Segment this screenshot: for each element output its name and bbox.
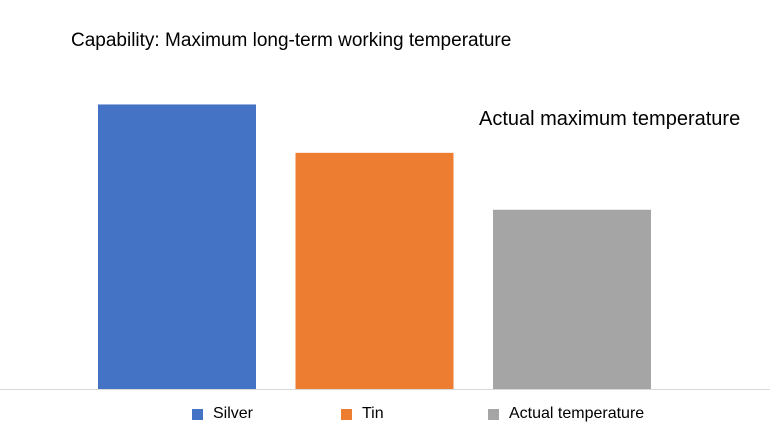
legend: Silver Tin Actual temperature [0,402,770,426]
chart-annotation: Actual maximum temperature [479,108,741,130]
legend-label-silver: Silver [213,405,254,422]
legend-item-tin: Tin [341,402,384,426]
legend-label-actual-temperature: Actual temperature [509,405,645,422]
bar-tin [295,152,454,389]
bar-actual-temperature [493,209,651,389]
bars-group [98,104,651,390]
legend-item-actual-temperature: Actual temperature [488,402,644,426]
legend-swatch-silver [192,408,203,420]
legend-swatch-tin [341,408,352,420]
legend-item-silver: Silver [192,402,253,426]
legend-label-tin: Tin [362,405,384,422]
chart-title: Capability: Maximum long-term working te… [71,30,512,51]
legend-swatch-actual-temperature [488,408,499,420]
bar-silver [98,104,256,390]
